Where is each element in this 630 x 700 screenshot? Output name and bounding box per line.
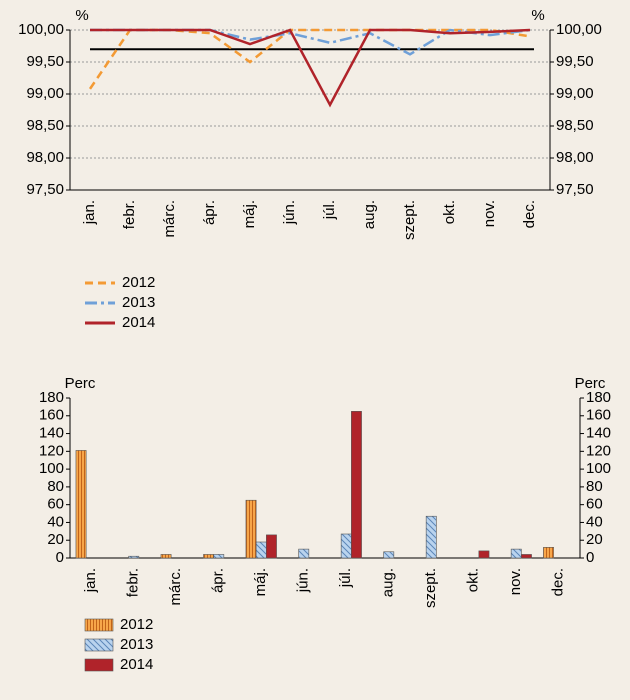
y-tick-label: 160	[39, 407, 64, 424]
x-tick-label: febr.	[125, 568, 142, 597]
bar	[478, 550, 490, 559]
y-tick-label: 60	[47, 496, 64, 513]
legend-swatch	[84, 658, 114, 672]
x-tick-label: márc.	[167, 568, 184, 606]
y-tick-label: 20	[586, 531, 603, 548]
y-tick-label: 0	[56, 549, 64, 566]
y-tick-label: 140	[586, 425, 611, 442]
x-tick-label: márc.	[161, 200, 178, 238]
y-axis-label: %	[531, 7, 544, 24]
x-tick-label: okt.	[465, 568, 482, 592]
y-tick-label: 100,00	[556, 21, 602, 38]
x-tick-label: okt.	[441, 200, 458, 224]
bar	[543, 547, 554, 559]
x-tick-label: szept.	[422, 568, 439, 608]
y-tick-label: 98,00	[556, 149, 594, 166]
y-tick-label: 60	[586, 496, 603, 513]
legend-swatch	[84, 638, 114, 652]
y-tick-label: 97,50	[26, 181, 64, 198]
series-line	[90, 28, 531, 108]
bar	[75, 450, 87, 559]
x-tick-label: aug.	[361, 200, 378, 229]
x-tick-label: szept.	[401, 200, 418, 240]
bar	[245, 499, 257, 559]
x-tick-label: ápr.	[210, 568, 227, 593]
y-axis-label: %	[75, 7, 88, 24]
y-tick-label: 98,50	[26, 117, 64, 134]
legend-label: 2014	[120, 656, 153, 673]
y-axis-label: Perc	[65, 375, 96, 392]
bar	[266, 534, 277, 559]
legend-label: 2012	[120, 616, 153, 633]
x-tick-label: jún.	[295, 568, 312, 593]
x-tick-label: nov.	[507, 568, 524, 595]
bar	[128, 555, 140, 559]
y-tick-label: 99,50	[556, 53, 594, 70]
bar	[298, 548, 310, 559]
bar	[203, 554, 214, 559]
x-tick-label: jún.	[281, 200, 298, 225]
x-tick-label: ápr.	[201, 200, 218, 225]
x-tick-label: jan.	[82, 568, 99, 593]
legend-label: 2012	[122, 274, 155, 291]
y-tick-label: 99,00	[26, 85, 64, 102]
y-tick-label: 120	[586, 442, 611, 459]
x-tick-label: júl.	[337, 568, 354, 588]
y-tick-label: 180	[39, 389, 64, 406]
bar	[521, 554, 532, 559]
y-tick-label: 80	[586, 478, 603, 495]
bar	[213, 554, 225, 559]
bar	[383, 551, 395, 559]
y-tick-label: 180	[586, 389, 611, 406]
legend-label: 2013	[122, 294, 155, 311]
x-tick-label: jan.	[81, 200, 98, 225]
y-tick-label: 40	[586, 513, 603, 530]
y-tick-label: 0	[586, 549, 594, 566]
bar	[351, 411, 362, 559]
y-tick-label: 160	[586, 407, 611, 424]
bar	[255, 541, 267, 559]
y-tick-label: 100	[39, 460, 64, 477]
bar	[340, 533, 352, 559]
y-axis-label: Perc	[575, 375, 606, 392]
x-tick-label: dec.	[521, 200, 538, 228]
bar	[510, 548, 522, 559]
y-tick-label: 98,50	[556, 117, 594, 134]
y-tick-label: 99,50	[26, 53, 64, 70]
x-tick-label: júl.	[321, 200, 338, 220]
x-tick-label: máj.	[252, 568, 269, 596]
y-tick-label: 140	[39, 425, 64, 442]
x-tick-label: nov.	[481, 200, 498, 227]
y-tick-label: 20	[47, 531, 64, 548]
y-tick-label: 120	[39, 442, 64, 459]
legend-label: 2014	[122, 314, 155, 331]
y-tick-label: 100,00	[18, 21, 64, 38]
x-tick-label: máj.	[241, 200, 258, 228]
y-tick-label: 100	[586, 460, 611, 477]
y-tick-label: 97,50	[556, 181, 594, 198]
legend-label: 2013	[120, 636, 153, 653]
y-tick-label: 98,00	[26, 149, 64, 166]
y-tick-label: 40	[47, 513, 64, 530]
x-tick-label: dec.	[550, 568, 567, 596]
bar	[160, 554, 172, 559]
x-tick-label: aug.	[380, 568, 397, 597]
y-tick-label: 99,00	[556, 85, 594, 102]
bar	[425, 515, 437, 559]
series-line	[88, 28, 531, 90]
legend-swatch	[84, 618, 114, 632]
x-tick-label: febr.	[121, 200, 138, 229]
y-tick-label: 80	[47, 478, 64, 495]
